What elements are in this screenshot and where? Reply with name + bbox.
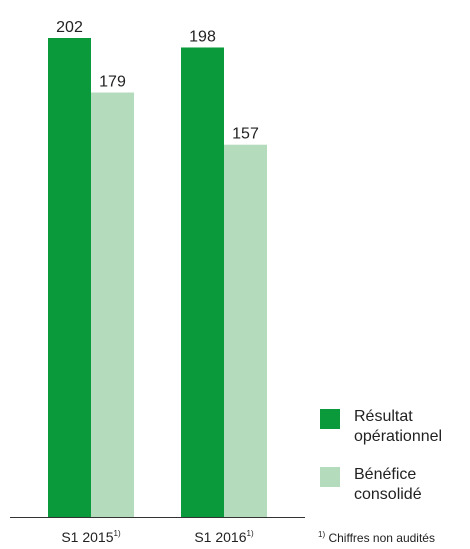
legend: Résultat opérationnel Bénéfice consolidé <box>320 407 470 523</box>
x-tick-footnote-mark: 1) <box>247 529 254 538</box>
bar-benefice-1 <box>224 144 267 517</box>
bar-benefice-0 <box>91 92 134 517</box>
bar-resultat-0 <box>48 38 91 517</box>
legend-swatch-resultat-operationnel <box>320 409 340 429</box>
footnote: 1) Chiffres non audités <box>318 530 435 545</box>
legend-swatch-benefice-consolide <box>320 467 340 487</box>
bar-resultat-1 <box>181 47 224 518</box>
x-tick-label: S1 20151) <box>61 529 121 545</box>
legend-label-resultat-operationnel: Résultat opérationnel <box>354 408 443 445</box>
data-label: 157 <box>232 126 259 143</box>
x-tick-footnote-mark: 1) <box>114 529 121 538</box>
data-label: 202 <box>56 19 83 36</box>
footnote-text: Chiffres non audités <box>328 531 435 545</box>
legend-item-benefice-consolide: Bénéfice consolidé <box>320 465 470 505</box>
x-tick-label: S1 20161) <box>194 529 254 545</box>
data-label: 198 <box>189 28 216 45</box>
legend-label-benefice-consolide: Bénéfice consolidé <box>354 466 422 503</box>
legend-item-resultat-operationnel: Résultat opérationnel <box>320 407 470 447</box>
data-label: 179 <box>99 74 126 91</box>
footnote-mark: 1) <box>318 530 326 539</box>
